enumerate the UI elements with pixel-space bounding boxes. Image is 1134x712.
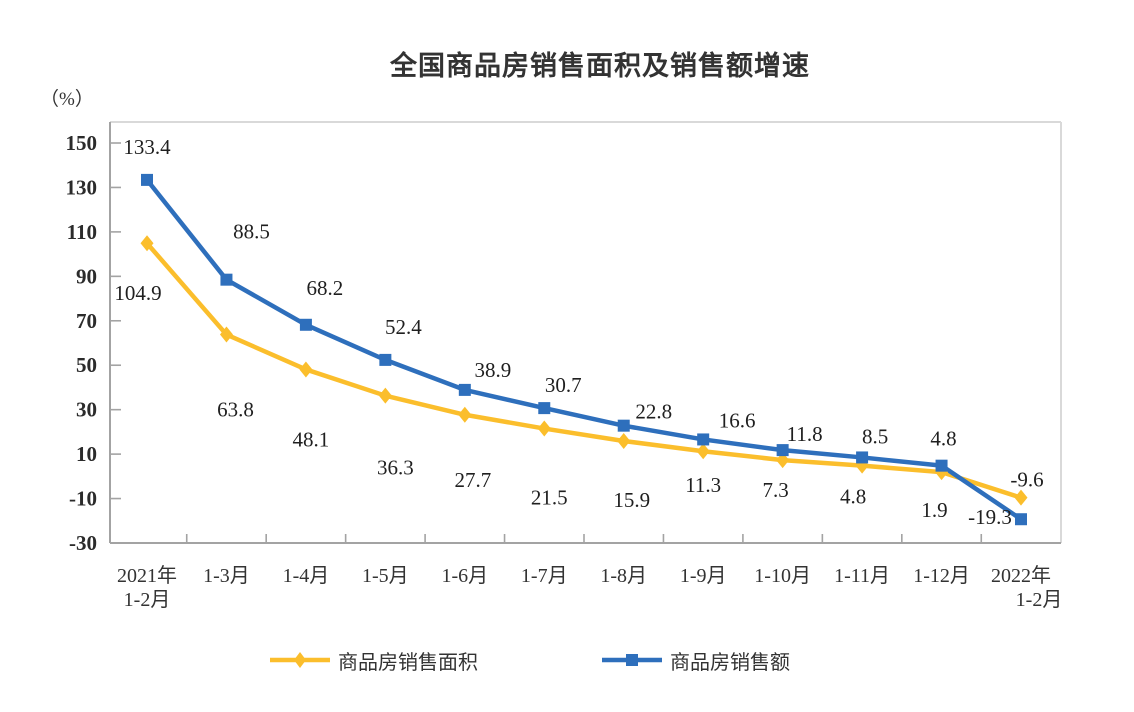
y-axis-tick-label: 130 [66, 175, 98, 199]
data-label: 4.8 [840, 485, 866, 509]
y-axis-tick-label: -30 [69, 531, 97, 555]
x-axis-label: 1-6月 [441, 565, 488, 587]
x-axis-label: 1-10月 [754, 565, 811, 587]
x-axis-label: 2022年 [991, 564, 1051, 587]
y-axis-tick-label: 90 [76, 264, 97, 288]
y-axis-tick-label: 150 [66, 131, 98, 155]
data-point-marker-diamond [219, 326, 233, 343]
data-label: 68.2 [307, 276, 344, 300]
data-point-marker-square [697, 433, 710, 446]
legend-swatch-sales-area-icon [270, 652, 330, 668]
y-axis-tick-label: 70 [76, 309, 97, 333]
data-label: 1.9 [921, 498, 947, 522]
data-label: -9.6 [1010, 468, 1043, 492]
x-axis-label: 1-8月 [600, 565, 647, 587]
data-label: 30.7 [545, 373, 582, 397]
data-label: 11.3 [685, 473, 721, 497]
series-line-square [145, 178, 1023, 522]
data-point-marker-square [935, 459, 948, 472]
data-point-marker-square [458, 383, 471, 396]
data-label: 36.3 [377, 456, 414, 480]
legend-item-sales-area: 商品房销售面积 [268, 646, 478, 674]
data-point-marker-diamond [696, 443, 710, 460]
x-axis-label: 1-9月 [680, 565, 727, 587]
data-label: -19.3 [968, 505, 1012, 529]
data-point-marker-diamond [1014, 489, 1028, 506]
data-label: 88.5 [233, 220, 270, 244]
x-axis-label: 1-2月 [1016, 589, 1063, 611]
data-label: 15.9 [613, 488, 650, 512]
x-axis-label: 1-7月 [521, 565, 568, 587]
data-label: 104.9 [114, 281, 161, 305]
data-label: 52.4 [385, 315, 422, 339]
data-label: 38.9 [474, 358, 511, 382]
data-point-marker-diamond [537, 420, 551, 437]
legend-label-sales-area: 商品房销售面积 [338, 651, 478, 674]
x-axis-label: 1-3月 [203, 565, 250, 587]
y-axis-tick-label: 30 [76, 398, 97, 422]
data-point-marker-diamond [299, 361, 313, 378]
data-label: 48.1 [293, 427, 330, 451]
data-label: 16.6 [719, 408, 756, 432]
y-axis-tick-label: 50 [76, 353, 97, 377]
data-label: 22.8 [635, 400, 672, 424]
data-point-marker-square [538, 402, 551, 415]
x-axis-label: 2021年 [117, 564, 177, 587]
data-label: 133.4 [123, 135, 171, 159]
chart-legend: 商品房销售面积 商品房销售额 [0, 646, 1134, 676]
data-label: 27.7 [454, 468, 491, 492]
data-point-marker-square [1014, 513, 1027, 526]
legend-swatch-sales-amount-icon [602, 654, 662, 666]
data-label: 21.5 [531, 486, 568, 510]
data-label: 7.3 [763, 478, 789, 502]
data-label: 11.8 [787, 422, 823, 446]
data-point-marker-square [220, 273, 233, 286]
data-point-marker-diamond [378, 387, 392, 404]
data-point-marker-square [617, 419, 630, 432]
data-point-marker-square [141, 173, 153, 186]
x-axis-label: 1-2月 [124, 589, 171, 611]
x-axis-label: 1-12月 [913, 565, 970, 587]
data-point-marker-diamond [140, 235, 154, 252]
data-label: 4.8 [930, 427, 956, 451]
data-point-marker-square [776, 444, 789, 457]
y-axis-tick-label: 10 [76, 442, 97, 466]
x-axis-label: 1-11月 [834, 565, 890, 587]
series-line-diamond [145, 241, 1022, 500]
y-axis-tick-label: -10 [69, 487, 97, 511]
data-label: 8.5 [862, 424, 888, 448]
legend-item-sales-amount: 商品房销售额 [600, 646, 790, 674]
chart-title: 全国商品房销售面积及销售额增速 [390, 51, 810, 81]
data-point-marker-square [379, 353, 392, 366]
data-label: 63.8 [217, 398, 254, 422]
data-point-marker-diamond [458, 406, 472, 423]
data-point-marker-square [299, 318, 312, 331]
x-axis-label: 1-4月 [283, 565, 330, 587]
legend-label-sales-amount: 商品房销售额 [670, 651, 790, 674]
x-axis-label: 1-5月 [362, 565, 409, 587]
data-point-marker-diamond [617, 433, 631, 450]
data-point-marker-square [856, 451, 869, 464]
y-axis-unit-label: （%） [40, 89, 94, 110]
y-axis-tick-label: 110 [67, 220, 97, 244]
